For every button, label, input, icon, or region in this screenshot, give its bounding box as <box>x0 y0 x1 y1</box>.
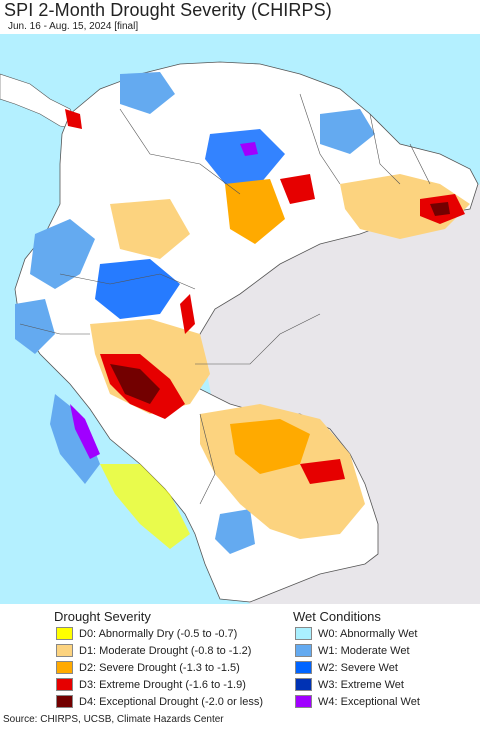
legend-item-w1: W1: Moderate Wet <box>295 643 410 658</box>
wet-area-ecuador <box>15 299 55 354</box>
legend-item-w0: W0: Abnormally Wet <box>295 626 417 641</box>
extreme-drought-bolivia-east <box>300 459 345 484</box>
drought-venezuela-east <box>225 179 285 244</box>
legend-label-w3: W3: Extreme Wet <box>318 678 404 691</box>
map-title: SPI 2-Month Drought Severity (CHIRPS) <box>4 0 332 20</box>
legend-label-w2: W2: Severe Wet <box>318 661 398 674</box>
legend-item-d3: D3: Extreme Drought (-1.6 to -1.9) <box>56 677 246 692</box>
wet-area-colombia-west <box>30 219 95 289</box>
legend-label-d1: D1: Moderate Drought (-0.8 to -1.2) <box>79 644 252 657</box>
wet-area-venezuela <box>205 129 285 184</box>
exceptional-drought-guyana <box>430 202 450 216</box>
swatch-w1 <box>295 644 312 657</box>
drought-map <box>0 34 480 604</box>
wet-area-bolivia-south <box>215 509 255 554</box>
legend-item-d2: D2: Severe Drought (-1.3 to -1.5) <box>56 660 240 675</box>
legend-label-w1: W1: Moderate Wet <box>318 644 410 657</box>
legend-item-d4: D4: Exceptional Drought (-2.0 or less) <box>56 694 263 709</box>
swatch-d0 <box>56 627 73 640</box>
wet-area-north <box>120 72 175 114</box>
legend-label-w4: W4: Exceptional Wet <box>318 695 420 708</box>
legend-item-w2: W2: Severe Wet <box>295 660 398 675</box>
swatch-w4 <box>295 695 312 708</box>
extreme-drought-panama <box>65 109 82 129</box>
wet-area-peru-coast <box>50 394 100 484</box>
swatch-d2 <box>56 661 73 674</box>
exceptional-wet-venezuela <box>240 142 258 156</box>
legend-label-d3: D3: Extreme Drought (-1.6 to -1.9) <box>79 678 246 691</box>
legend-item-d0: D0: Abnormally Dry (-0.5 to -0.7) <box>56 626 237 641</box>
swatch-w0 <box>295 627 312 640</box>
drought-bolivia-severe <box>230 419 310 474</box>
country-borders <box>19 93 431 505</box>
drought-legend-title: Drought Severity <box>54 609 151 624</box>
exceptional-wet-peru <box>70 404 100 459</box>
swatch-d1 <box>56 644 73 657</box>
legend-label-d0: D0: Abnormally Dry (-0.5 to -0.7) <box>79 627 238 640</box>
legend-label-d4: D4: Exceptional Drought (-2.0 or less) <box>79 695 264 708</box>
drought-colombia-south <box>110 199 190 259</box>
legend-item-w4: W4: Exceptional Wet <box>295 694 420 709</box>
exceptional-drought-peru <box>110 364 160 404</box>
wet-legend-title: Wet Conditions <box>293 609 381 624</box>
swatch-w2 <box>295 661 312 674</box>
legend-item-d1: D1: Moderate Drought (-0.8 to -1.2) <box>56 643 251 658</box>
source-credit: Source: CHIRPS, UCSB, Climate Hazards Ce… <box>3 714 224 725</box>
legend-label-d2: D2: Severe Drought (-1.3 to -1.5) <box>79 661 240 674</box>
legend-item-w3: W3: Extreme Wet <box>295 677 404 692</box>
map-subtitle: Jun. 16 - Aug. 15, 2024 [final] <box>8 21 139 32</box>
extreme-drought-colombia-border <box>180 294 195 334</box>
legend-label-w0: W0: Abnormally Wet <box>318 627 418 640</box>
drought-peru-south <box>100 464 190 549</box>
extreme-drought-venezuela <box>280 174 315 204</box>
swatch-w3 <box>295 678 312 691</box>
swatch-d4 <box>56 695 73 708</box>
wet-area-guyana <box>320 109 375 154</box>
swatch-d3 <box>56 678 73 691</box>
